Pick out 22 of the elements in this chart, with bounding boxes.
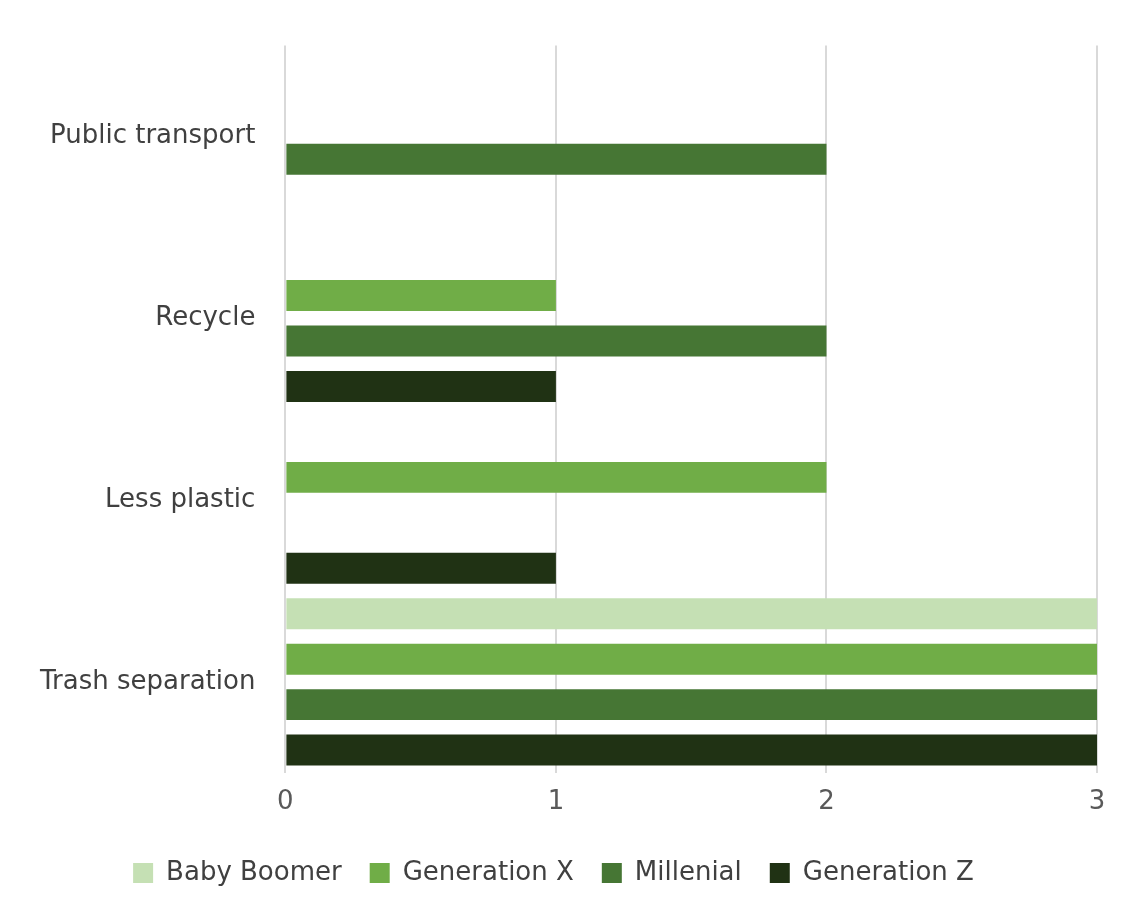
bar — [286, 734, 1097, 766]
x-tick-label: 0 — [277, 785, 294, 816]
y-tick-label: Trash separation — [38, 664, 256, 695]
bar — [286, 371, 556, 402]
bar — [286, 143, 827, 175]
x-tick-label: 1 — [547, 785, 565, 816]
legend-label: Generation Z — [802, 855, 974, 886]
y-tick-label: Recycle — [155, 301, 256, 332]
bar — [286, 325, 827, 357]
y-tick-label: Less plastic — [105, 482, 256, 513]
bar — [286, 552, 556, 584]
legend-label: Millenial — [634, 855, 742, 886]
x-tick-label: 2 — [818, 785, 835, 816]
legend-label: Generation X — [402, 855, 574, 886]
bar — [286, 280, 556, 312]
legend-label: Baby Boomer — [166, 855, 343, 886]
bar — [286, 689, 1097, 721]
bar — [286, 598, 1097, 630]
bar — [286, 643, 1097, 675]
y-tick-label: Public transport — [50, 119, 256, 150]
bar — [286, 461, 827, 493]
x-tick-label: 3 — [1088, 785, 1106, 816]
